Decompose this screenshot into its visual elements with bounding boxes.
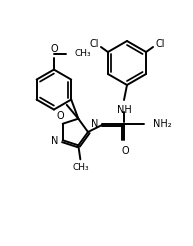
Text: CH₃: CH₃ xyxy=(75,49,91,58)
Text: Cl: Cl xyxy=(89,39,99,49)
Text: Cl: Cl xyxy=(155,39,165,49)
Text: N: N xyxy=(91,119,98,129)
Text: O: O xyxy=(50,44,58,54)
Text: NH: NH xyxy=(117,105,131,115)
Text: NH₂: NH₂ xyxy=(153,119,172,129)
Text: O: O xyxy=(57,111,64,121)
Text: CH₃: CH₃ xyxy=(72,163,89,172)
Text: N: N xyxy=(51,136,59,146)
Text: O: O xyxy=(121,146,129,156)
